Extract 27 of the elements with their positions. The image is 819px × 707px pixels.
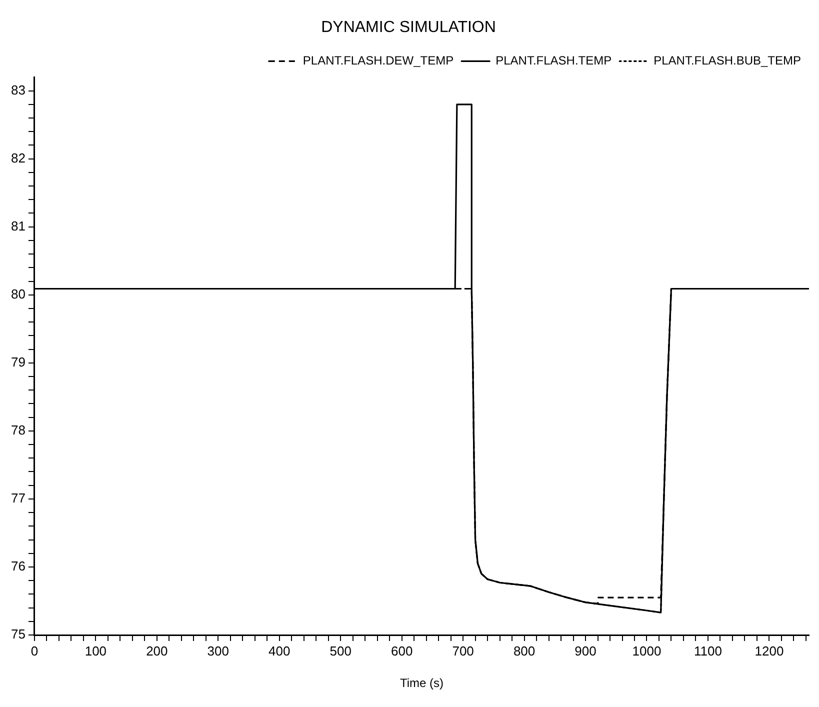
x-tick-label: 100 bbox=[84, 643, 107, 658]
x-tick-label: 1000 bbox=[632, 643, 662, 658]
y-tick-label: 80 bbox=[10, 286, 26, 302]
legend-label: PLANT.FLASH.DEW_TEMP bbox=[302, 54, 454, 68]
x-tick-label: 200 bbox=[146, 643, 168, 658]
y-tick-label: 75 bbox=[10, 626, 26, 642]
x-tick-label: 900 bbox=[574, 643, 596, 658]
x-tick-label: 500 bbox=[330, 643, 352, 658]
x-tick-label: 300 bbox=[207, 643, 229, 658]
y-tick-label: 76 bbox=[10, 558, 26, 574]
chart-title: DYNAMIC SIMULATION bbox=[321, 19, 496, 36]
x-tick-label: 0 bbox=[30, 643, 38, 658]
x-axis-title: Time (s) bbox=[400, 676, 444, 690]
y-tick-label: 82 bbox=[10, 150, 26, 166]
y-tick-label: 83 bbox=[10, 82, 26, 98]
x-tick-label: 800 bbox=[513, 643, 536, 658]
y-tick-label: 78 bbox=[10, 422, 26, 438]
x-tick-label: 600 bbox=[390, 643, 413, 658]
x-tick-label: 1100 bbox=[694, 643, 722, 658]
x-tick-label: 700 bbox=[452, 643, 474, 658]
y-tick-label: 77 bbox=[10, 490, 26, 506]
x-tick-label: 1200 bbox=[754, 643, 784, 658]
y-tick-label: 81 bbox=[10, 218, 26, 234]
legend-label: PLANT.FLASH.BUB_TEMP bbox=[654, 54, 801, 68]
legend-label: PLANT.FLASH.TEMP bbox=[496, 54, 612, 68]
y-tick-label: 79 bbox=[10, 354, 26, 370]
x-tick-label: 400 bbox=[268, 643, 290, 658]
